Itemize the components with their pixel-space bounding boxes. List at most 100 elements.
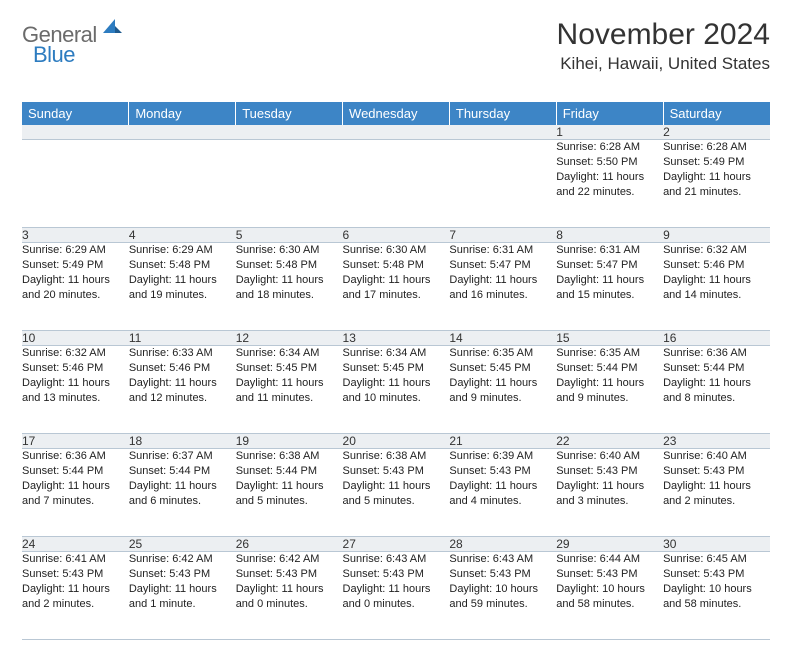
day-number-cell: 21: [449, 434, 556, 449]
weekday-header: Friday: [556, 102, 663, 125]
day-cell: Sunrise: 6:30 AMSunset: 5:48 PMDaylight:…: [236, 243, 343, 331]
daylight-text: Daylight: 11 hours and 0 minutes.: [343, 582, 450, 612]
daylight-text: Daylight: 11 hours and 22 minutes.: [556, 170, 663, 200]
daylight-text: Daylight: 11 hours and 16 minutes.: [449, 273, 556, 303]
brand-part2: Blue: [33, 42, 75, 67]
day-cell: Sunrise: 6:40 AMSunset: 5:43 PMDaylight:…: [556, 449, 663, 537]
daylight-text: Daylight: 11 hours and 2 minutes.: [663, 479, 770, 509]
sunset-text: Sunset: 5:47 PM: [449, 258, 556, 273]
sunset-text: Sunset: 5:46 PM: [22, 361, 129, 376]
day-number-cell: 29: [556, 537, 663, 552]
title-block: November 2024 Kihei, Hawaii, United Stat…: [557, 18, 770, 74]
sunset-text: Sunset: 5:43 PM: [449, 464, 556, 479]
sunset-text: Sunset: 5:44 PM: [22, 464, 129, 479]
day-cell: Sunrise: 6:30 AMSunset: 5:48 PMDaylight:…: [343, 243, 450, 331]
daylight-text: Daylight: 10 hours and 59 minutes.: [449, 582, 556, 612]
sunrise-text: Sunrise: 6:42 AM: [236, 552, 343, 567]
brand-part2-wrap: Blue: [33, 42, 75, 68]
day-cell: Sunrise: 6:29 AMSunset: 5:49 PMDaylight:…: [22, 243, 129, 331]
day-cell: Sunrise: 6:29 AMSunset: 5:48 PMDaylight:…: [129, 243, 236, 331]
sunrise-text: Sunrise: 6:29 AM: [22, 243, 129, 258]
sunrise-text: Sunrise: 6:38 AM: [343, 449, 450, 464]
sunset-text: Sunset: 5:48 PM: [236, 258, 343, 273]
day-cell: Sunrise: 6:43 AMSunset: 5:43 PMDaylight:…: [343, 552, 450, 640]
daylight-text: Daylight: 11 hours and 14 minutes.: [663, 273, 770, 303]
daylight-text: Daylight: 11 hours and 3 minutes.: [556, 479, 663, 509]
sunset-text: Sunset: 5:47 PM: [556, 258, 663, 273]
day-cell: Sunrise: 6:41 AMSunset: 5:43 PMDaylight:…: [22, 552, 129, 640]
day-cell: [343, 140, 450, 228]
daylight-text: Daylight: 11 hours and 0 minutes.: [236, 582, 343, 612]
sunset-text: Sunset: 5:43 PM: [343, 464, 450, 479]
sunset-text: Sunset: 5:43 PM: [663, 567, 770, 582]
day-cell: Sunrise: 6:39 AMSunset: 5:43 PMDaylight:…: [449, 449, 556, 537]
sunset-text: Sunset: 5:45 PM: [343, 361, 450, 376]
daylight-text: Daylight: 11 hours and 6 minutes.: [129, 479, 236, 509]
day-number-cell: 2: [663, 125, 770, 140]
day-number-cell: 30: [663, 537, 770, 552]
daylight-text: Daylight: 10 hours and 58 minutes.: [663, 582, 770, 612]
day-number-cell: 27: [343, 537, 450, 552]
page-header: General November 2024 Kihei, Hawaii, Uni…: [22, 18, 770, 74]
daynum-row: 17181920212223: [22, 434, 770, 449]
day-cell: [129, 140, 236, 228]
daylight-text: Daylight: 11 hours and 7 minutes.: [22, 479, 129, 509]
sunset-text: Sunset: 5:43 PM: [663, 464, 770, 479]
weekday-header: Wednesday: [343, 102, 450, 125]
sunrise-text: Sunrise: 6:28 AM: [556, 140, 663, 155]
week-row: Sunrise: 6:32 AMSunset: 5:46 PMDaylight:…: [22, 346, 770, 434]
sunrise-text: Sunrise: 6:29 AM: [129, 243, 236, 258]
sunrise-text: Sunrise: 6:31 AM: [556, 243, 663, 258]
day-cell: Sunrise: 6:37 AMSunset: 5:44 PMDaylight:…: [129, 449, 236, 537]
day-number-cell: 19: [236, 434, 343, 449]
day-cell: Sunrise: 6:28 AMSunset: 5:49 PMDaylight:…: [663, 140, 770, 228]
sunset-text: Sunset: 5:43 PM: [556, 464, 663, 479]
sunrise-text: Sunrise: 6:41 AM: [22, 552, 129, 567]
sunrise-text: Sunrise: 6:37 AM: [129, 449, 236, 464]
day-cell: [22, 140, 129, 228]
week-row: Sunrise: 6:28 AMSunset: 5:50 PMDaylight:…: [22, 140, 770, 228]
weekday-header: Monday: [129, 102, 236, 125]
day-number-cell: [129, 125, 236, 140]
day-number-cell: 23: [663, 434, 770, 449]
sunset-text: Sunset: 5:44 PM: [556, 361, 663, 376]
daylight-text: Daylight: 11 hours and 20 minutes.: [22, 273, 129, 303]
daynum-row: 12: [22, 125, 770, 140]
daylight-text: Daylight: 11 hours and 4 minutes.: [449, 479, 556, 509]
day-number-cell: 3: [22, 228, 129, 243]
day-number-cell: 24: [22, 537, 129, 552]
week-row: Sunrise: 6:29 AMSunset: 5:49 PMDaylight:…: [22, 243, 770, 331]
day-cell: Sunrise: 6:34 AMSunset: 5:45 PMDaylight:…: [236, 346, 343, 434]
sunrise-text: Sunrise: 6:32 AM: [663, 243, 770, 258]
daylight-text: Daylight: 11 hours and 15 minutes.: [556, 273, 663, 303]
sunrise-text: Sunrise: 6:38 AM: [236, 449, 343, 464]
day-number-cell: 17: [22, 434, 129, 449]
daynum-row: 24252627282930: [22, 537, 770, 552]
day-cell: Sunrise: 6:31 AMSunset: 5:47 PMDaylight:…: [556, 243, 663, 331]
day-cell: Sunrise: 6:35 AMSunset: 5:45 PMDaylight:…: [449, 346, 556, 434]
day-cell: Sunrise: 6:33 AMSunset: 5:46 PMDaylight:…: [129, 346, 236, 434]
day-number-cell: 6: [343, 228, 450, 243]
sunrise-text: Sunrise: 6:42 AM: [129, 552, 236, 567]
calendar-table: SundayMondayTuesdayWednesdayThursdayFrid…: [22, 102, 770, 640]
sunset-text: Sunset: 5:50 PM: [556, 155, 663, 170]
sunrise-text: Sunrise: 6:34 AM: [236, 346, 343, 361]
daylight-text: Daylight: 11 hours and 18 minutes.: [236, 273, 343, 303]
day-cell: [449, 140, 556, 228]
sunset-text: Sunset: 5:49 PM: [663, 155, 770, 170]
sunrise-text: Sunrise: 6:36 AM: [663, 346, 770, 361]
day-cell: Sunrise: 6:42 AMSunset: 5:43 PMDaylight:…: [236, 552, 343, 640]
sunrise-text: Sunrise: 6:35 AM: [556, 346, 663, 361]
day-cell: Sunrise: 6:28 AMSunset: 5:50 PMDaylight:…: [556, 140, 663, 228]
daylight-text: Daylight: 11 hours and 19 minutes.: [129, 273, 236, 303]
calendar-body: 12Sunrise: 6:28 AMSunset: 5:50 PMDayligh…: [22, 125, 770, 640]
sunrise-text: Sunrise: 6:43 AM: [449, 552, 556, 567]
weekday-header: Tuesday: [236, 102, 343, 125]
sunrise-text: Sunrise: 6:30 AM: [343, 243, 450, 258]
sunrise-text: Sunrise: 6:40 AM: [556, 449, 663, 464]
sunset-text: Sunset: 5:43 PM: [22, 567, 129, 582]
sunset-text: Sunset: 5:44 PM: [236, 464, 343, 479]
sunset-text: Sunset: 5:43 PM: [449, 567, 556, 582]
day-cell: Sunrise: 6:32 AMSunset: 5:46 PMDaylight:…: [663, 243, 770, 331]
day-number-cell: 16: [663, 331, 770, 346]
